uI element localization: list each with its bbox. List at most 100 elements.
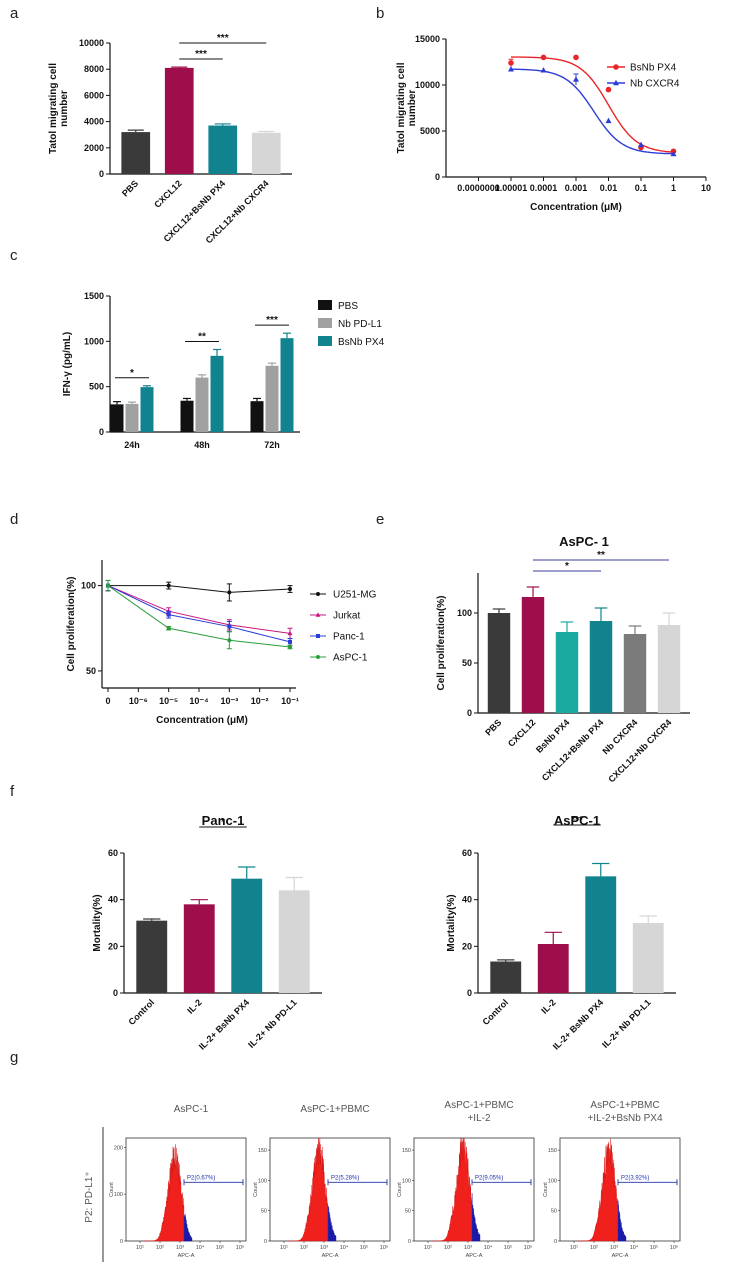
x-axis-label: APC-A bbox=[322, 1253, 339, 1259]
chart-a-migration-bars: 0 2000 4000 6000 8000 10000 Tatol migrating ce… bbox=[48, 33, 292, 245]
data-point bbox=[288, 587, 292, 592]
histogram-negative-population bbox=[578, 1138, 619, 1242]
legend-marker bbox=[316, 592, 320, 596]
x-tick-label: 0.0000001 bbox=[457, 183, 500, 193]
y-tick-label: 50 bbox=[261, 1209, 267, 1215]
flow-histogram-4: AsPC-1+PBMC +IL-2+BsNb PX4 0 50 100 150 Count 1… bbox=[543, 1100, 681, 1259]
x-tick-label: 10² bbox=[156, 1245, 164, 1251]
x-axis-label: Concentration (μM) bbox=[156, 715, 248, 726]
x-tick-label: 10³ bbox=[610, 1245, 618, 1251]
chart-d-proliferation-lines: 50 100 0 10⁻⁶ 10⁻⁵ 10⁻⁴ 10⁻³ 10⁻² 10⁻¹ Concentrat… bbox=[66, 560, 377, 726]
y-tick-label: 100 bbox=[457, 608, 472, 618]
significance-label: ** bbox=[198, 331, 206, 342]
gate-label: P2(5.28%) bbox=[331, 1175, 359, 1181]
x-axis-label: APC-A bbox=[612, 1253, 629, 1259]
x-tick-label: 10⁻⁵ bbox=[159, 696, 178, 706]
x-tick-label: 24h bbox=[124, 440, 140, 450]
histogram-positive-population bbox=[183, 1213, 193, 1242]
y-axis-label-line: number bbox=[59, 90, 70, 127]
chart-g-flow-histograms: P2: PD-L1⁺ AsPC-1 0 100 200 Count 10¹ 10² 10³ 10⁴… bbox=[84, 1100, 681, 1262]
x-tick-label: 10⁶ bbox=[380, 1244, 388, 1251]
y-tick-label: 50 bbox=[551, 1209, 557, 1215]
x-tick-label: 10⁴ bbox=[630, 1244, 639, 1251]
flow-panel-title: AsPC-1+PBMC bbox=[590, 1100, 659, 1111]
x-tick-label: 10⁻³ bbox=[220, 696, 238, 706]
x-tick-label: IL-2 bbox=[185, 997, 203, 1015]
chart-title: AsPC-1 bbox=[554, 813, 600, 828]
y-tick-label: 60 bbox=[462, 848, 472, 858]
legend-label: Nb CXCR4 bbox=[630, 79, 680, 90]
x-tick-label: 10⁻² bbox=[251, 696, 269, 706]
x-tick-label: 10⁶ bbox=[524, 1244, 532, 1251]
panel-letter-g: g bbox=[10, 1049, 18, 1066]
histogram-positive-population bbox=[471, 1193, 481, 1242]
y-tick-label: 10000 bbox=[415, 80, 440, 90]
significance-label: *** bbox=[217, 33, 229, 44]
panel-letter-f: f bbox=[10, 783, 15, 800]
data-point bbox=[670, 150, 677, 157]
bar bbox=[632, 923, 664, 993]
y-tick-label: 0 bbox=[264, 1239, 267, 1245]
y-tick-label: 150 bbox=[548, 1148, 557, 1154]
x-tick-label: 10⁴ bbox=[196, 1244, 205, 1251]
bar bbox=[110, 404, 124, 432]
y-tick-label: 50 bbox=[86, 666, 96, 676]
histogram-positive-population bbox=[327, 1206, 337, 1242]
y-tick-label: 0 bbox=[408, 1239, 411, 1245]
y-axis-label-line: Tatol migrating cell bbox=[396, 62, 407, 153]
y-tick-label: 2000 bbox=[84, 143, 104, 153]
x-tick-label: 10¹ bbox=[280, 1245, 288, 1251]
data-point bbox=[166, 583, 171, 588]
legend-marker bbox=[613, 64, 619, 70]
y-tick-label: 150 bbox=[402, 1148, 411, 1154]
panel-letter-d: d bbox=[10, 511, 18, 528]
flow-panel-title: AsPC-1+PBMC bbox=[300, 1104, 369, 1115]
series-line bbox=[107, 585, 291, 643]
x-axis-label: APC-A bbox=[466, 1253, 483, 1259]
x-tick-label: 10² bbox=[300, 1245, 308, 1251]
x-tick-label: 0.1 bbox=[635, 183, 648, 193]
gate-label: P2(0.67%) bbox=[187, 1175, 215, 1181]
panel-letter-c: c bbox=[10, 247, 18, 264]
legend-marker bbox=[316, 655, 320, 659]
data-point bbox=[540, 67, 547, 73]
bar bbox=[140, 387, 154, 432]
histogram-positive-population bbox=[617, 1200, 627, 1242]
y-tick-label: 10000 bbox=[79, 38, 104, 48]
x-tick-label: 0.001 bbox=[565, 183, 588, 193]
fit-curve-bsnb-px4 bbox=[510, 56, 674, 153]
flow-panel-title: AsPC-1+PBMC bbox=[444, 1100, 513, 1111]
x-tick-label: 10³ bbox=[176, 1245, 184, 1251]
bar bbox=[521, 597, 545, 713]
y-tick-label: 0 bbox=[467, 708, 472, 718]
y-axis-label: Count bbox=[543, 1182, 549, 1197]
y-tick-label: 0 bbox=[113, 988, 118, 998]
y-tick-label: 200 bbox=[114, 1145, 123, 1151]
y-tick-label: 8000 bbox=[84, 64, 104, 74]
x-tick-label: 0.0001 bbox=[530, 183, 558, 193]
series-line bbox=[107, 585, 291, 648]
bar bbox=[183, 904, 215, 993]
side-label-pd-l1: P2: PD-L1⁺ bbox=[84, 1171, 95, 1222]
data-point bbox=[288, 639, 292, 644]
significance-label: ** bbox=[597, 550, 605, 561]
bar bbox=[555, 632, 579, 713]
y-tick-label: 60 bbox=[108, 848, 118, 858]
x-tick-label: 10⁶ bbox=[670, 1244, 678, 1251]
panel-letter-a: a bbox=[10, 5, 19, 22]
significance-label: *** bbox=[571, 815, 583, 826]
bar bbox=[623, 634, 647, 713]
significance-label: *** bbox=[266, 315, 278, 326]
x-tick-label: 10³ bbox=[320, 1245, 328, 1251]
y-axis-label: Cell proliferation(%) bbox=[66, 576, 77, 671]
data-point bbox=[508, 66, 514, 72]
legend-label: BsNb PX4 bbox=[338, 337, 385, 348]
x-tick-label: 10⁻¹ bbox=[281, 696, 299, 706]
y-tick-label: 1500 bbox=[84, 291, 104, 301]
x-tick-label: 10⁻⁶ bbox=[129, 696, 148, 706]
data-point bbox=[605, 86, 612, 93]
gate-label: P2(3.92%) bbox=[621, 1175, 649, 1181]
bar bbox=[585, 876, 617, 993]
bar bbox=[231, 878, 263, 993]
